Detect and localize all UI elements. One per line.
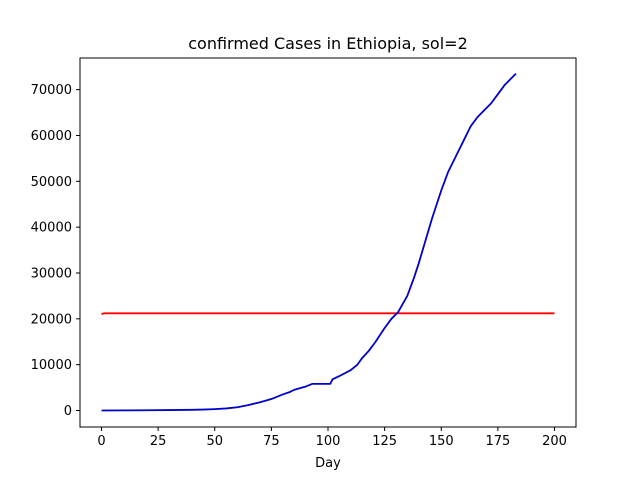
- plot-frame: [79, 57, 577, 428]
- y-tick-label: 50000: [31, 175, 72, 190]
- x-tick-label: 25: [150, 434, 167, 449]
- x-tick-label: 75: [263, 434, 280, 449]
- x-tick-label: 200: [542, 434, 567, 449]
- x-tick-label: 175: [485, 434, 510, 449]
- series-line-1: [101, 312, 555, 316]
- y-tick-label: 70000: [31, 83, 72, 98]
- y-tick-label: 60000: [31, 129, 72, 144]
- y-tick-label: 0: [64, 404, 72, 419]
- chart-title: confirmed Cases in Ethiopia, sol=2: [188, 34, 468, 53]
- y-tick-label: 30000: [31, 266, 72, 281]
- x-tick-label: 150: [429, 434, 454, 449]
- x-axis-label: Day: [315, 456, 341, 471]
- y-tick-label: 20000: [31, 312, 72, 327]
- x-tick-label: 0: [97, 434, 105, 449]
- y-axis: 0 10000 20000 30000 40000 50000 60000 70000: [31, 83, 80, 419]
- y-tick-label: 10000: [31, 358, 72, 373]
- x-axis: 0 25 50 75 100 125 150 175 200: [97, 427, 567, 449]
- x-tick-label: 125: [372, 434, 397, 449]
- x-tick-label: 50: [206, 434, 223, 449]
- x-tick-label: 100: [316, 434, 341, 449]
- series-layer: [101, 72, 555, 412]
- y-tick-label: 40000: [31, 221, 72, 236]
- series-line-2: [101, 72, 517, 412]
